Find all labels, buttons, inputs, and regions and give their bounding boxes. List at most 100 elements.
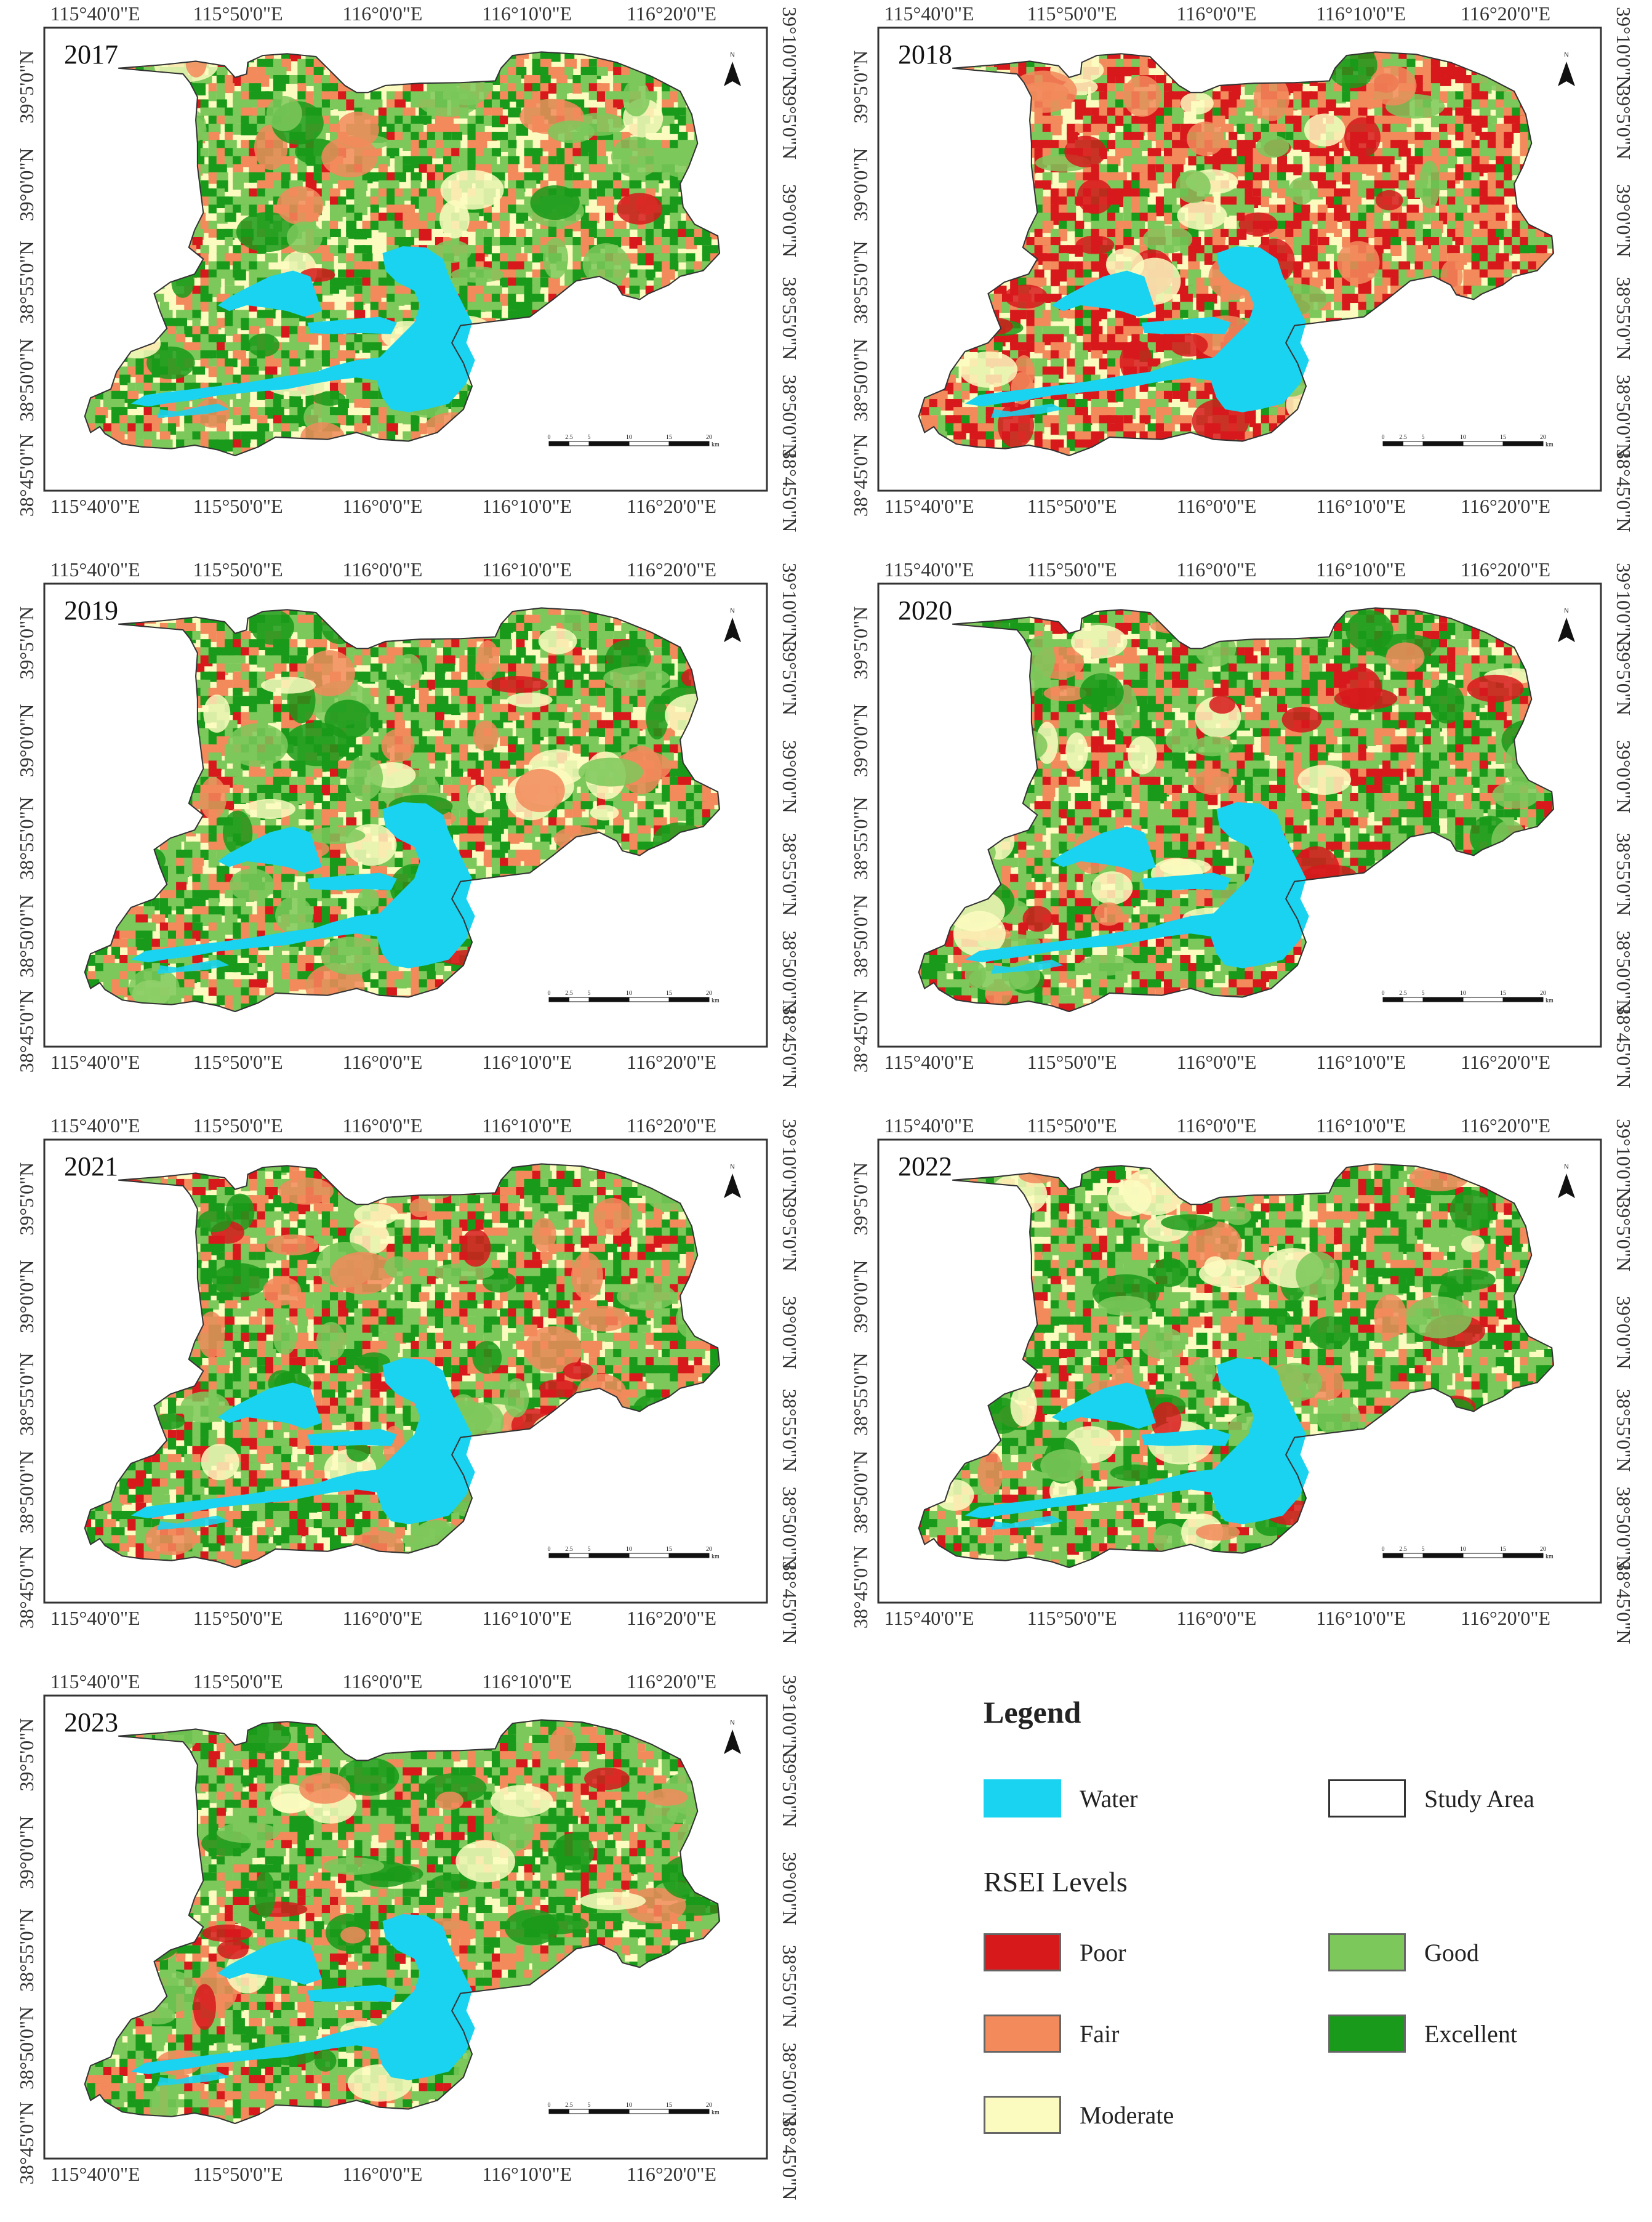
legend-item-moderate: Moderate (984, 2096, 1174, 2134)
lon-tick-label-top: 116°0'0"E (342, 2, 422, 25)
lat-tick-label-right: 38°50'0"N (1613, 374, 1635, 457)
study-area-outline (84, 1719, 721, 2125)
lat-tick-label-right: 38°45'0"N (1613, 449, 1635, 533)
lon-tick-label-top: 116°10'0"E (482, 558, 572, 581)
map-panel-2017: 2017 N 0 2.5 5 10 15 20 km 115°40'0"E 115°40'0"E 11… (0, 0, 801, 554)
lat-tick-label-right: 38°50'0"N (779, 1486, 801, 1569)
water-swatch (984, 1779, 1061, 1817)
lat-tick-label-right: 39°10'0"N (779, 1119, 801, 1202)
lat-tick-label-right: 39°5'0"N (779, 1198, 801, 1271)
lon-tick-label-top: 115°40'0"E (884, 558, 974, 581)
lat-tick-label-right: 39°5'0"N (1613, 642, 1635, 715)
lon-tick-label-bottom: 115°40'0"E (50, 1051, 140, 1073)
legend: Legend Water Study Area RSEI Levels Poor… (856, 1662, 1625, 2167)
lon-tick-label-bottom: 115°40'0"E (50, 2163, 140, 2185)
lon-tick-label-top: 116°0'0"E (342, 558, 422, 581)
svg-text:2.5: 2.5 (565, 434, 573, 441)
lat-tick-label-left: 38°45'0"N (849, 990, 872, 1073)
lat-tick-label-right: 38°45'0"N (1613, 1005, 1635, 1089)
water-body (1141, 316, 1231, 334)
water-body (1141, 1428, 1231, 1446)
lon-tick-label-bottom: 115°50'0"E (193, 1051, 283, 1073)
lat-tick-label-right: 39°0'0"N (779, 740, 801, 813)
water-body (1051, 1382, 1156, 1429)
lat-tick-label-left: 39°0'0"N (15, 704, 38, 777)
lat-tick-label-left: 39°5'0"N (15, 606, 38, 680)
lon-tick-label-top: 115°40'0"E (884, 2, 974, 25)
lat-tick-label-right: 39°5'0"N (1613, 86, 1635, 159)
lon-tick-label-bottom: 115°40'0"E (884, 1051, 974, 1073)
panel-year-label: 2019 (64, 595, 118, 626)
lat-tick-label-right: 39°0'0"N (1613, 740, 1635, 813)
lat-tick-label-right: 38°45'0"N (779, 1005, 801, 1089)
panel-year-label: 2023 (64, 1707, 118, 1737)
water-body (130, 1358, 475, 1524)
lon-tick-label-bottom: 115°50'0"E (1027, 1051, 1117, 1073)
water-body (157, 2071, 230, 2086)
water-body (991, 403, 1064, 418)
water-body (217, 1382, 322, 1429)
lon-tick-label-top: 116°10'0"E (1316, 2, 1406, 25)
lon-tick-label-top: 115°50'0"E (193, 2, 283, 25)
lat-tick-label-right: 39°10'0"N (1613, 1119, 1635, 1202)
map-panel-2022: 2022 N 0 2.5 5 10 15 20 km 115°40'0"E 115°40'0"E 11… (834, 1112, 1635, 1666)
lon-tick-label-top: 116°0'0"E (1176, 1114, 1256, 1137)
lon-tick-label-top: 116°20'0"E (1461, 558, 1550, 581)
lon-tick-label-top: 115°40'0"E (50, 2, 140, 25)
study-area-outline (918, 51, 1555, 457)
lat-tick-label-left: 39°5'0"N (15, 1162, 38, 1236)
lon-tick-label-bottom: 116°20'0"E (1461, 1051, 1550, 1073)
lon-tick-label-bottom: 116°10'0"E (482, 1607, 572, 1629)
water-body (307, 316, 397, 334)
lat-tick-label-right: 39°5'0"N (779, 1754, 801, 1827)
lon-tick-label-top: 116°20'0"E (627, 2, 716, 25)
map-panel-2019: 2019 N 0 2.5 5 10 15 20 km 115°40'0"E 115°40'0"E 11… (0, 556, 801, 1110)
svg-text:15: 15 (666, 434, 672, 441)
lat-tick-label-left: 38°50'0"N (15, 2007, 38, 2090)
panel-year-label: 2017 (64, 39, 118, 70)
water-body (964, 1358, 1309, 1524)
lat-tick-label-right: 38°50'0"N (779, 930, 801, 1013)
map-panel-2021: 2021 N 0 2.5 5 10 15 20 km 115°40'0"E 115°40'0"E 11… (0, 1112, 801, 1666)
lat-tick-label-left: 39°5'0"N (15, 1718, 38, 1792)
lat-tick-label-left: 38°50'0"N (849, 339, 872, 422)
svg-text:km: km (712, 441, 720, 448)
water-body (307, 1984, 397, 2002)
legend-label-excellent: Excellent (1424, 2019, 1517, 2048)
lon-tick-label-bottom: 116°10'0"E (482, 2163, 572, 2185)
lat-tick-label-left: 39°5'0"N (849, 1162, 872, 1236)
study-area-outline (918, 607, 1555, 1013)
panel-year-label: 2018 (898, 39, 952, 70)
lat-tick-label-right: 39°10'0"N (779, 1675, 801, 1758)
lat-tick-label-right: 39°10'0"N (779, 563, 801, 646)
good-swatch (1328, 1933, 1406, 1971)
water-body (157, 959, 230, 974)
lon-tick-label-top: 116°10'0"E (482, 2, 572, 25)
lat-tick-label-left: 38°45'0"N (15, 434, 38, 517)
map-panel-2023: 2023 N 0 2.5 5 10 15 20 km 115°40'0"E 115°40'0"E 11… (0, 1668, 801, 2222)
legend-label-study-area: Study Area (1424, 1784, 1534, 1813)
lon-tick-label-top: 115°50'0"E (193, 1670, 283, 1693)
study-area-swatch (1328, 1779, 1406, 1817)
lat-tick-label-left: 38°45'0"N (15, 1546, 38, 1629)
lat-tick-label-right: 38°50'0"N (779, 374, 801, 457)
north-arrow-icon: N (1558, 1164, 1575, 1198)
lon-tick-label-bottom: 116°0'0"E (342, 495, 422, 517)
lon-tick-label-top: 115°40'0"E (50, 1114, 140, 1137)
lon-tick-label-top: 116°20'0"E (627, 1114, 716, 1137)
lon-tick-label-top: 116°20'0"E (627, 558, 716, 581)
lat-tick-label-right: 38°45'0"N (779, 449, 801, 533)
lat-tick-label-right: 39°5'0"N (779, 642, 801, 715)
lon-tick-label-bottom: 116°10'0"E (482, 1051, 572, 1073)
lon-tick-label-bottom: 115°50'0"E (193, 1607, 283, 1629)
legend-item-good: Good (1328, 1933, 1479, 1971)
lat-tick-label-right: 39°0'0"N (779, 1852, 801, 1925)
lat-tick-label-left: 38°50'0"N (15, 1451, 38, 1534)
lon-tick-label-top: 116°10'0"E (1316, 1114, 1406, 1137)
